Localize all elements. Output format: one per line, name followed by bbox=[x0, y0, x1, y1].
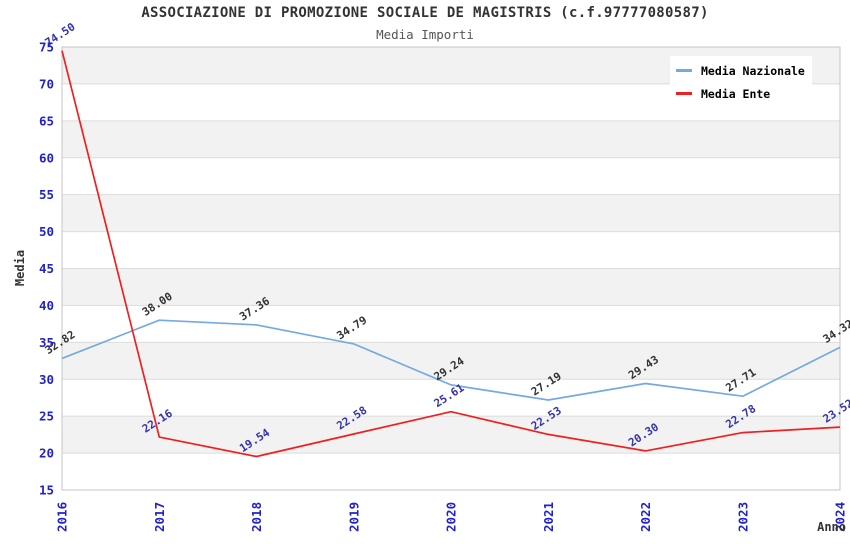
grid-band bbox=[62, 342, 840, 380]
axis-title-y: Media bbox=[13, 250, 27, 286]
legend-item-media-nazionale: Media Nazionale bbox=[676, 64, 806, 78]
y-tick-label: 25 bbox=[39, 409, 54, 424]
y-tick-label: 65 bbox=[39, 113, 54, 128]
x-tick-label: 2023 bbox=[735, 502, 750, 532]
x-tick-label: 2017 bbox=[152, 502, 167, 532]
grid-band bbox=[62, 416, 840, 454]
y-tick-label: 20 bbox=[39, 446, 54, 461]
y-tick-label: 55 bbox=[39, 187, 54, 202]
x-tick-label: 2020 bbox=[444, 502, 459, 532]
legend-line-sample-ente-icon bbox=[676, 92, 692, 95]
x-tick-label: 2021 bbox=[541, 502, 556, 532]
data-label: 34.79 bbox=[334, 313, 369, 342]
axis-title-x: Anno bbox=[817, 520, 846, 534]
series-line-media-nazionale bbox=[61, 319, 841, 401]
chart-legend: Media Nazionale Media Ente bbox=[670, 56, 812, 108]
legend-item-media-ente: Media Ente bbox=[676, 87, 806, 101]
y-tick-label: 30 bbox=[39, 372, 54, 387]
y-tick-label: 50 bbox=[39, 224, 54, 239]
y-tick-label: 40 bbox=[39, 298, 54, 313]
legend-label-media-nazionale: Media Nazionale bbox=[701, 63, 805, 78]
data-label: 34.32 bbox=[821, 317, 850, 346]
plot-border bbox=[61, 46, 841, 491]
legend-label-media-ente: Media Ente bbox=[701, 86, 771, 101]
x-tick-label: 2019 bbox=[346, 502, 361, 532]
y-tick-label: 45 bbox=[39, 261, 54, 276]
x-tick-label: 2024 bbox=[833, 502, 848, 532]
data-label: 25.61 bbox=[432, 381, 467, 410]
y-tick-label: 60 bbox=[39, 150, 54, 165]
x-tick-label: 2016 bbox=[55, 502, 70, 532]
x-tick-label: 2018 bbox=[249, 502, 264, 532]
chart-subtitle: Media Importi bbox=[376, 27, 474, 42]
chart-title: ASSOCIAZIONE DI PROMOZIONE SOCIALE DE MA… bbox=[141, 5, 709, 21]
grid-band bbox=[62, 194, 840, 232]
y-tick-label: 70 bbox=[39, 76, 54, 91]
grid-band bbox=[62, 268, 840, 306]
x-tick-label: 2022 bbox=[638, 502, 653, 532]
grid-band bbox=[62, 120, 840, 158]
series-line-media-ente bbox=[61, 50, 841, 458]
y-tick-label: 15 bbox=[39, 483, 54, 498]
legend-line-sample-nazionale-icon bbox=[676, 69, 692, 72]
y-tick-label: 75 bbox=[39, 40, 54, 55]
y-tick-label: 35 bbox=[39, 335, 54, 350]
